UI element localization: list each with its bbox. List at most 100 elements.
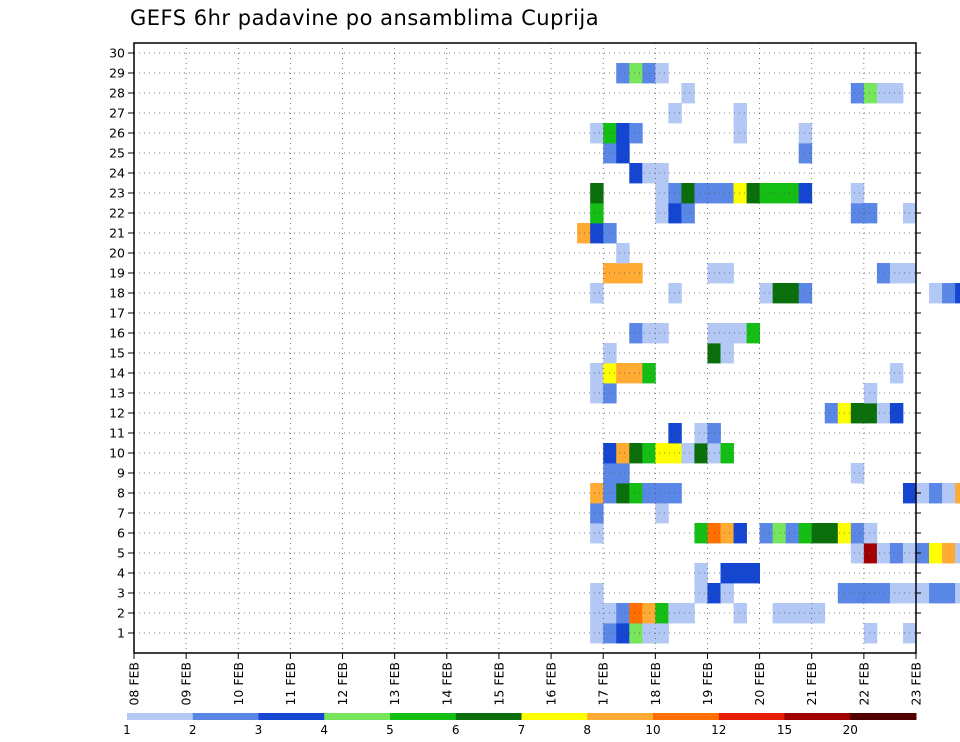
heatmap-cell xyxy=(590,203,604,224)
y-tick-label: 4 xyxy=(117,566,125,581)
colorbar-label: 6 xyxy=(452,723,460,737)
heatmap-cell xyxy=(811,523,826,544)
colorbar-label: 5 xyxy=(386,723,394,737)
heatmap-cell xyxy=(616,483,630,504)
heatmap-cell xyxy=(746,563,760,584)
heatmap-cell xyxy=(681,603,695,624)
heatmap-cell xyxy=(772,283,800,304)
heatmap-cell xyxy=(616,443,630,464)
x-tick-label: 08 FEB xyxy=(127,662,142,706)
x-tick-label: 13 FEB xyxy=(387,662,402,706)
colorbar-label: 10 xyxy=(645,723,660,737)
heatmap-cell xyxy=(863,83,878,104)
y-tick-label: 7 xyxy=(117,506,125,521)
colorbar-swatch xyxy=(718,713,785,720)
heatmap-cell xyxy=(863,383,878,404)
colorbar-label: 15 xyxy=(777,723,792,737)
heatmap-cell xyxy=(668,103,682,124)
x-tick-label: 20 FEB xyxy=(752,662,767,706)
colorbar-swatch xyxy=(192,713,259,720)
heatmap-cell xyxy=(590,603,604,624)
heatmap-cell xyxy=(824,523,839,544)
y-tick-label: 3 xyxy=(117,586,125,601)
y-tick-label: 19 xyxy=(109,266,125,281)
colorbar-label: 8 xyxy=(583,723,591,737)
heatmap-cell xyxy=(590,523,604,544)
heatmap-cell xyxy=(590,223,604,244)
heatmap-cell xyxy=(694,563,708,584)
colorbar-swatch xyxy=(850,713,917,720)
colorbar-swatch xyxy=(521,713,588,720)
heatmap-cell xyxy=(876,403,891,424)
heatmap-cell xyxy=(720,443,734,464)
heatmap-cell xyxy=(668,423,682,444)
heatmap-cell xyxy=(876,543,891,564)
heatmap-cell xyxy=(850,183,865,204)
axis-layer: 1234567891011121314151617181920212223242… xyxy=(109,46,923,706)
x-tick-label: 11 FEB xyxy=(283,662,298,706)
heatmap-cell xyxy=(603,263,643,284)
heatmap-cell xyxy=(955,283,960,304)
y-tick-label: 29 xyxy=(109,66,125,81)
heatmap-cell xyxy=(929,543,943,564)
heatmap-cell xyxy=(681,203,695,224)
colorbar-swatch xyxy=(455,713,522,720)
y-tick-label: 6 xyxy=(117,526,125,541)
heatmap-cell xyxy=(889,363,904,384)
x-tick-label: 14 FEB xyxy=(439,662,454,706)
heatmap-cell xyxy=(798,123,813,144)
colorbar-label: 2 xyxy=(189,723,197,737)
y-tick-label: 16 xyxy=(109,326,125,341)
y-tick-label: 27 xyxy=(109,106,125,121)
chart-title: GEFS 6hr padavine po ansamblima Cuprija xyxy=(130,6,600,30)
heatmap-cell xyxy=(577,223,591,244)
y-tick-label: 17 xyxy=(109,306,125,321)
y-tick-label: 13 xyxy=(109,386,125,401)
y-tick-label: 20 xyxy=(109,246,125,261)
heatmap-cell xyxy=(955,543,960,564)
heatmap-cell xyxy=(668,603,682,624)
y-tick-label: 25 xyxy=(109,146,125,161)
heatmap-cell xyxy=(942,543,956,564)
heatmap-cell xyxy=(955,483,960,504)
y-tick-label: 5 xyxy=(117,546,125,561)
heatmap-cell xyxy=(629,603,643,624)
heatmap-cell xyxy=(916,543,930,564)
heatmap-cell xyxy=(772,603,826,624)
colorbar-swatch xyxy=(324,713,391,720)
heatmap-cell xyxy=(759,523,774,544)
heatmap-cell xyxy=(707,263,734,284)
grid-layer xyxy=(134,43,916,653)
heatmap-cell xyxy=(694,423,708,444)
heatmap-cell xyxy=(590,383,604,404)
heatmap-cell xyxy=(733,323,747,344)
heatmap-cell xyxy=(655,203,669,224)
y-tick-label: 15 xyxy=(109,346,125,361)
y-tick-label: 9 xyxy=(117,466,125,481)
heatmap-cell xyxy=(733,103,747,124)
heatmap-cell xyxy=(720,523,734,544)
heatmap-cell xyxy=(655,503,669,524)
colorbar-layer: 1 2 3 4 5 6 7 8 10 12 15 20 xyxy=(123,713,917,737)
y-tick-label: 24 xyxy=(109,166,125,181)
x-tick-label: 18 FEB xyxy=(648,662,663,706)
colorbar-swatch xyxy=(127,713,194,720)
heatmap-cell xyxy=(798,283,813,304)
heatmap-cell xyxy=(733,123,747,144)
colorbar-swatch xyxy=(653,713,720,720)
y-tick-label: 21 xyxy=(109,226,125,241)
heatmap-cell xyxy=(798,183,813,204)
heatmap-cell xyxy=(798,523,813,544)
heatmap-cell xyxy=(850,543,865,564)
x-tick-label: 15 FEB xyxy=(491,662,506,706)
heatmap-cell xyxy=(590,483,604,504)
x-tick-label: 23 FEB xyxy=(909,662,924,706)
x-tick-label: 10 FEB xyxy=(231,662,246,706)
heatmap-cell xyxy=(668,283,682,304)
colorbar-label: 12 xyxy=(711,723,726,737)
colorbar-label: 7 xyxy=(518,723,526,737)
heatmap-cell xyxy=(863,623,878,644)
colorbar-swatch xyxy=(258,713,325,720)
heatmap-cell xyxy=(694,583,708,604)
x-tick-label: 16 FEB xyxy=(544,662,559,706)
